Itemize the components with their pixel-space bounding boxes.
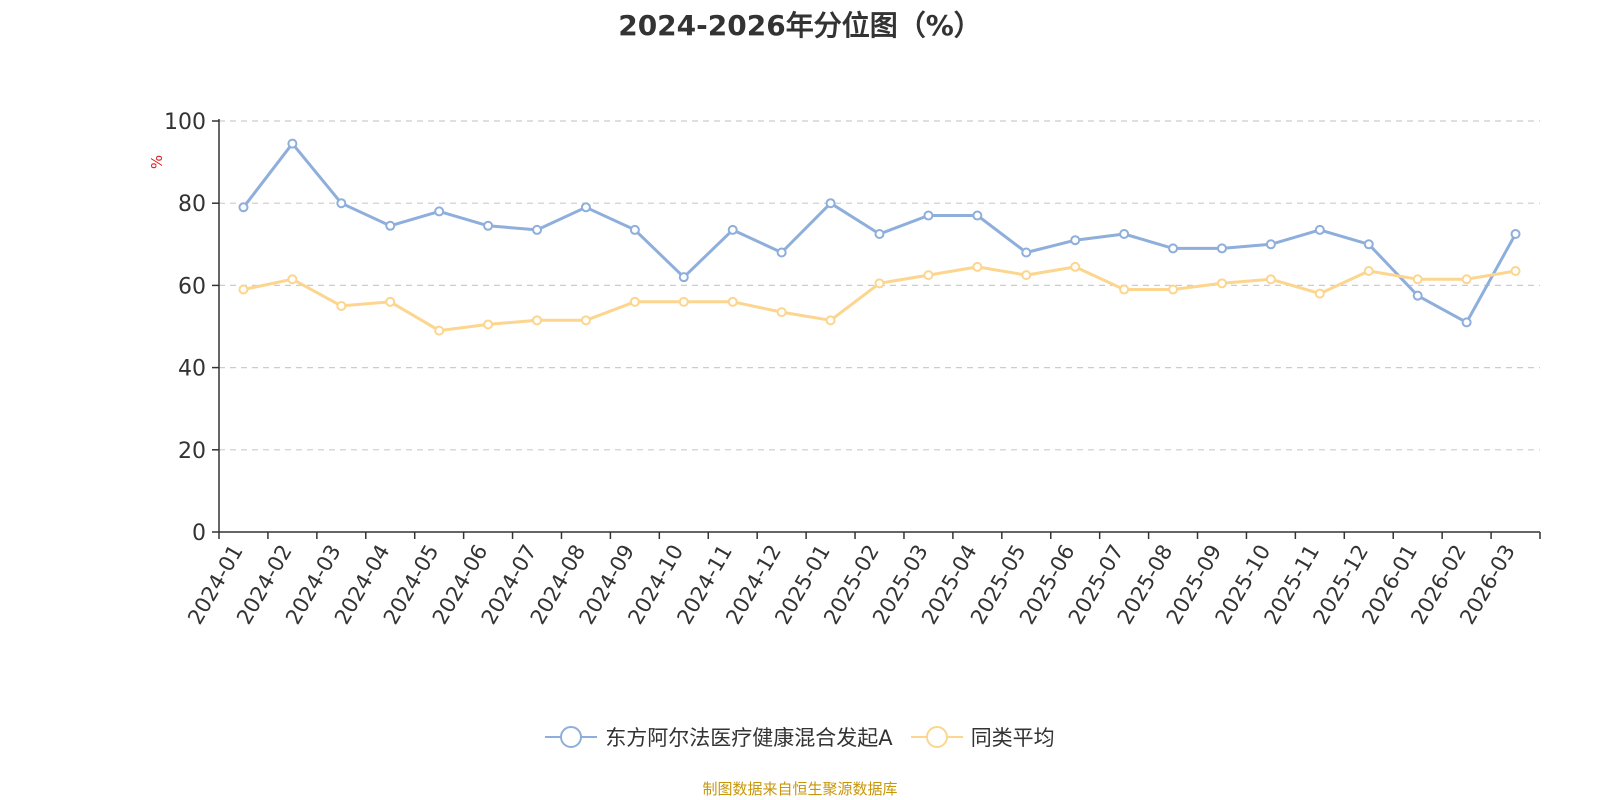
legend-fund-label: 东方阿尔法医疗健康混合发起A (605, 726, 893, 750)
series-line-1 (243, 265, 1516, 333)
data-point-series-1 (1510, 266, 1521, 277)
legend-fund-marker-icon (545, 726, 598, 748)
data-point-series-0 (1510, 229, 1521, 240)
y-tick-label: 40 (178, 357, 206, 382)
data-point-series-1 (1363, 266, 1374, 277)
data-point-series-0 (336, 198, 347, 209)
data-point-series-1 (1412, 274, 1423, 285)
source-note: 制图数据来自恒生聚源数据库 (702, 780, 898, 798)
data-point-series-0 (1461, 317, 1472, 328)
data-point-series-0 (776, 247, 787, 258)
data-point-series-0 (385, 220, 396, 231)
data-point-series-0 (1265, 239, 1276, 250)
series-lines (238, 138, 1521, 336)
data-point-series-1 (532, 315, 543, 326)
y-axis-label: % (148, 155, 166, 169)
data-point-series-0 (629, 224, 640, 235)
data-point-series-0 (1314, 224, 1325, 235)
data-point-series-1 (238, 284, 249, 295)
data-point-series-0 (532, 224, 543, 235)
data-point-series-0 (1412, 290, 1423, 301)
data-point-series-1 (825, 315, 836, 326)
y-tick-label: 0 (192, 521, 206, 546)
data-point-series-1 (287, 274, 298, 285)
legend-peer-marker-icon (910, 726, 963, 748)
data-point-series-0 (238, 202, 249, 213)
data-point-series-0 (1070, 235, 1081, 246)
data-point-series-1 (580, 315, 591, 326)
data-point-series-0 (727, 224, 738, 235)
data-point-series-0 (923, 210, 934, 221)
legend-item-peer-average[interactable]: 同类平均 (910, 722, 1055, 752)
data-point-series-1 (727, 296, 738, 307)
data-point-series-0 (483, 220, 494, 231)
y-tick-label: 80 (178, 192, 206, 217)
data-point-series-1 (1265, 274, 1276, 285)
data-point-series-1 (874, 278, 885, 289)
data-point-series-0 (972, 210, 983, 221)
y-tick-label: 20 (178, 439, 206, 464)
data-point-series-1 (1168, 284, 1179, 295)
data-point-series-1 (678, 296, 689, 307)
data-point-series-0 (1021, 247, 1032, 258)
data-point-series-1 (336, 300, 347, 311)
data-point-series-1 (1021, 270, 1032, 281)
data-point-series-0 (580, 202, 591, 213)
data-point-series-1 (923, 270, 934, 281)
data-point-series-1 (385, 296, 396, 307)
y-tick-label: 100 (164, 110, 206, 135)
legend-peer-label: 同类平均 (970, 726, 1055, 750)
data-point-series-1 (776, 307, 787, 318)
y-tick-label: 60 (178, 274, 206, 299)
data-point-series-1 (629, 296, 640, 307)
data-point-series-1 (972, 261, 983, 272)
chart-title: 2024-2026年分位图（%） (618, 9, 982, 42)
data-point-series-0 (874, 229, 885, 240)
legend: 东方阿尔法医疗健康混合发起A 同类平均 (0, 722, 1600, 752)
data-point-series-0 (825, 198, 836, 209)
data-point-series-0 (287, 138, 298, 149)
data-point-series-0 (678, 272, 689, 283)
data-point-series-1 (434, 325, 445, 336)
data-point-series-1 (1314, 288, 1325, 299)
data-point-series-1 (1119, 284, 1130, 295)
data-point-series-0 (1119, 229, 1130, 240)
legend-item-fund[interactable]: 东方阿尔法医疗健康混合发起A (545, 722, 893, 752)
data-point-series-0 (1216, 243, 1227, 254)
data-point-series-1 (1216, 278, 1227, 289)
data-point-series-1 (483, 319, 494, 330)
data-point-series-1 (1461, 274, 1472, 285)
data-point-series-1 (1070, 261, 1081, 272)
data-point-series-0 (1168, 243, 1179, 254)
data-point-series-0 (1363, 239, 1374, 250)
data-point-series-0 (434, 206, 445, 217)
axes: 020406080100%2024-012024-022024-032024-0… (148, 110, 1541, 628)
